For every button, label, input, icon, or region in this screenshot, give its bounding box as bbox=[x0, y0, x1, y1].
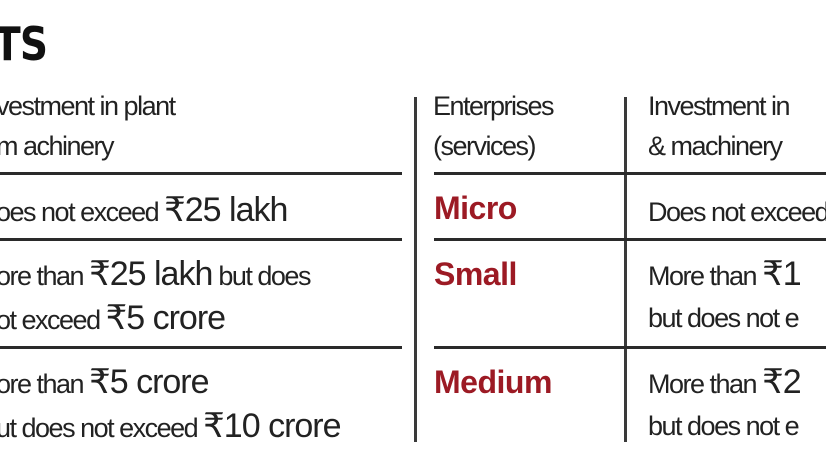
text: More than bbox=[648, 369, 763, 399]
left-row-2-line2: ot exceed ₹5 crore bbox=[0, 299, 226, 338]
micro-investment: Does not exceed bbox=[648, 197, 826, 227]
text: but does bbox=[212, 261, 311, 291]
text: More than bbox=[648, 261, 763, 291]
text: ut does not exceed bbox=[0, 413, 204, 443]
left-row-3-line1: ore than ₹5 crore bbox=[0, 363, 210, 402]
amount: ₹5 crore bbox=[89, 363, 209, 401]
investment-header-line1: Investment in bbox=[648, 91, 791, 121]
rule bbox=[434, 238, 826, 241]
amount: ₹25 lakh bbox=[164, 191, 288, 229]
left-header-line1: vestment in plant bbox=[0, 91, 176, 121]
left-row-3-line2: ut does not exceed ₹10 crore bbox=[0, 407, 342, 446]
amount: ₹2 bbox=[762, 363, 802, 401]
column-divider bbox=[414, 97, 417, 442]
investment-header-line2: & machinery bbox=[648, 131, 783, 161]
enterprises-header-line1: Enterprises bbox=[433, 91, 555, 121]
rule bbox=[434, 172, 826, 175]
medium-investment-line2: but does not e bbox=[648, 411, 800, 441]
page-title: TS bbox=[0, 17, 48, 71]
small-investment-line2: but does not e bbox=[648, 303, 800, 333]
text: ore than bbox=[0, 369, 90, 399]
category-micro: Micro bbox=[434, 190, 517, 226]
rule bbox=[434, 346, 826, 349]
left-row-1: oes not exceed ₹25 lakh bbox=[0, 191, 288, 230]
column-divider bbox=[624, 97, 627, 442]
left-row-2-line1: ore than ₹25 lakh but does bbox=[0, 255, 311, 294]
small-investment-line1: More than ₹1 bbox=[648, 255, 802, 294]
text: ore than bbox=[0, 261, 90, 291]
text: ot exceed bbox=[0, 305, 106, 335]
medium-investment-line1: More than ₹2 bbox=[648, 363, 802, 402]
enterprises-header-line2: (services) bbox=[433, 131, 537, 161]
amount: ₹5 crore bbox=[105, 299, 226, 337]
category-medium: Medium bbox=[434, 364, 552, 400]
amount: ₹25 lakh bbox=[89, 255, 213, 293]
rule bbox=[0, 346, 402, 349]
rule bbox=[0, 172, 402, 175]
text: oes not exceed bbox=[0, 197, 165, 227]
amount: ₹1 bbox=[762, 255, 802, 293]
left-header-line2: m achinery bbox=[0, 131, 115, 161]
category-small: Small bbox=[434, 256, 517, 292]
amount: ₹10 crore bbox=[203, 407, 341, 445]
rule bbox=[0, 238, 402, 241]
